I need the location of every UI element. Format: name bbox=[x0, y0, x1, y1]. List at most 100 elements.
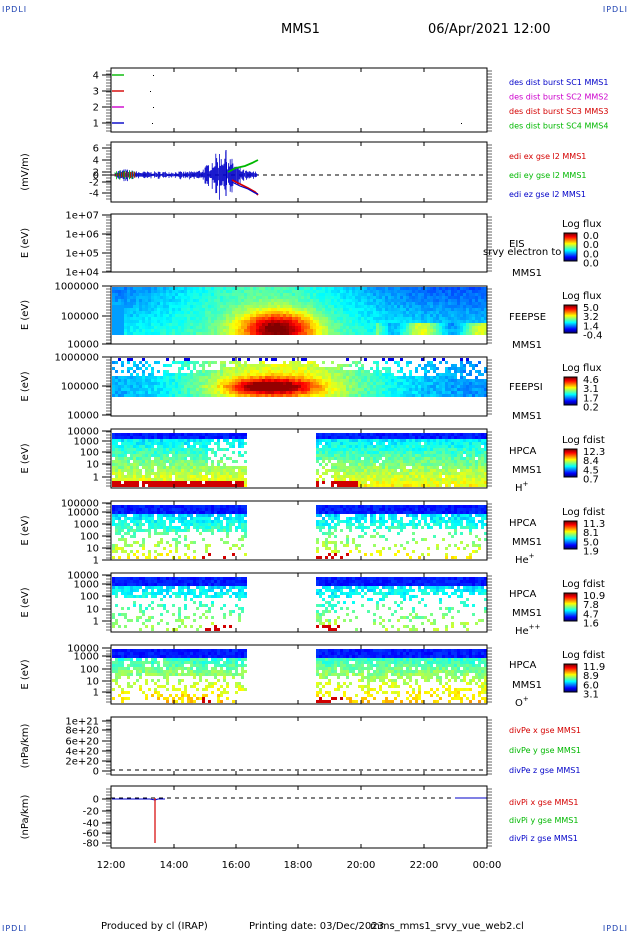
heatmap-cell bbox=[178, 478, 181, 481]
heatmap-cell bbox=[223, 332, 226, 335]
heatmap-cell bbox=[271, 329, 274, 332]
colorbar-strip bbox=[564, 317, 577, 319]
heatmap-cell bbox=[181, 323, 184, 326]
heatmap-cell bbox=[340, 382, 343, 385]
heatmap-cell bbox=[481, 326, 484, 329]
heatmap-cell bbox=[400, 391, 403, 394]
heatmap-cell bbox=[190, 433, 193, 436]
heatmap-cell bbox=[361, 311, 364, 314]
heatmap-cell bbox=[457, 379, 460, 382]
heatmap-cell bbox=[160, 457, 163, 460]
heatmap-cell bbox=[355, 308, 358, 311]
heatmap-cell bbox=[145, 472, 148, 475]
heatmap-cell bbox=[217, 305, 220, 308]
heatmap-cell bbox=[463, 290, 466, 293]
heatmap-cell bbox=[226, 299, 229, 302]
heatmap-cell bbox=[178, 451, 181, 454]
heatmap-cell bbox=[133, 463, 136, 466]
heatmap-cell bbox=[226, 466, 229, 469]
heatmap-cell bbox=[235, 436, 238, 439]
heatmap-cell bbox=[445, 370, 448, 373]
heatmap-cell bbox=[142, 454, 145, 457]
heatmap-cell bbox=[193, 320, 196, 323]
heatmap-cell bbox=[394, 394, 397, 397]
heatmap-cell bbox=[193, 484, 196, 487]
heatmap-cell bbox=[208, 391, 211, 394]
heatmap-cell bbox=[355, 296, 358, 299]
heatmap-cell bbox=[190, 314, 193, 317]
heatmap-cell bbox=[394, 481, 397, 484]
heatmap-cell bbox=[253, 299, 256, 302]
heatmap-cell bbox=[343, 364, 346, 367]
heatmap-cell bbox=[232, 472, 235, 475]
heatmap-cell bbox=[193, 287, 196, 290]
heatmap-cell bbox=[199, 323, 202, 326]
heatmap-cell bbox=[361, 481, 364, 484]
heatmap-cell bbox=[247, 332, 250, 335]
heatmap-cell bbox=[136, 308, 139, 311]
heatmap-cell bbox=[160, 299, 163, 302]
heatmap-cell bbox=[211, 433, 214, 436]
heatmap-cell bbox=[439, 460, 442, 463]
heatmap-cell bbox=[286, 385, 289, 388]
heatmap-cell bbox=[451, 302, 454, 305]
heatmap-cell bbox=[199, 478, 202, 481]
heatmap-cell bbox=[199, 370, 202, 373]
heatmap-cell bbox=[148, 484, 151, 487]
heatmap-cell bbox=[274, 376, 277, 379]
heatmap-cell bbox=[292, 308, 295, 311]
heatmap-cell bbox=[148, 394, 151, 397]
heatmap-cell bbox=[115, 317, 118, 320]
heatmap-cell bbox=[475, 391, 478, 394]
heatmap-cell bbox=[130, 388, 133, 391]
heatmap-cell bbox=[424, 391, 427, 394]
heatmap-cell bbox=[406, 469, 409, 472]
heatmap-cell bbox=[340, 436, 343, 439]
heatmap-cell bbox=[283, 382, 286, 385]
heatmap-cell bbox=[223, 364, 226, 367]
heatmap-cell bbox=[217, 460, 220, 463]
heatmap-cell bbox=[238, 367, 241, 370]
colorbar-strip bbox=[564, 398, 577, 400]
heatmap-cell bbox=[238, 364, 241, 367]
heatmap-cell bbox=[406, 457, 409, 460]
heatmap-cell bbox=[157, 439, 160, 442]
heatmap-cell bbox=[316, 442, 319, 445]
heatmap-cell bbox=[181, 433, 184, 436]
heatmap-cell bbox=[142, 308, 145, 311]
heatmap-cell bbox=[247, 311, 250, 314]
heatmap-cell bbox=[451, 472, 454, 475]
heatmap-cell bbox=[163, 370, 166, 373]
heatmap-cell bbox=[337, 290, 340, 293]
heatmap-cell bbox=[340, 367, 343, 370]
heatmap-cell bbox=[175, 466, 178, 469]
heatmap-cell bbox=[394, 317, 397, 320]
heatmap-cell bbox=[334, 305, 337, 308]
heatmap-cell bbox=[439, 299, 442, 302]
heatmap-cell bbox=[310, 376, 313, 379]
heatmap-cell bbox=[223, 463, 226, 466]
heatmap-cell bbox=[190, 484, 193, 487]
heatmap-cell bbox=[421, 299, 424, 302]
heatmap-cell bbox=[463, 445, 466, 448]
heatmap-cell bbox=[436, 379, 439, 382]
heatmap-cell bbox=[406, 472, 409, 475]
heatmap-cell bbox=[169, 391, 172, 394]
heatmap-cell bbox=[469, 308, 472, 311]
heatmap-cell bbox=[244, 442, 247, 445]
colorbar-strip bbox=[564, 319, 577, 321]
heatmap-cell bbox=[121, 299, 124, 302]
heatmap-cell bbox=[418, 329, 421, 332]
heatmap-cell bbox=[262, 329, 265, 332]
heatmap-cell bbox=[361, 329, 364, 332]
heatmap-cell bbox=[229, 361, 232, 364]
heatmap-cell bbox=[292, 379, 295, 382]
heatmap-cell bbox=[241, 442, 244, 445]
heatmap-cell bbox=[433, 379, 436, 382]
heatmap-cell bbox=[208, 469, 211, 472]
heatmap-cell bbox=[427, 436, 430, 439]
heatmap-cell bbox=[139, 475, 142, 478]
heatmap-cell bbox=[115, 436, 118, 439]
heatmap-cell bbox=[166, 358, 169, 361]
heatmap-cell bbox=[232, 451, 235, 454]
